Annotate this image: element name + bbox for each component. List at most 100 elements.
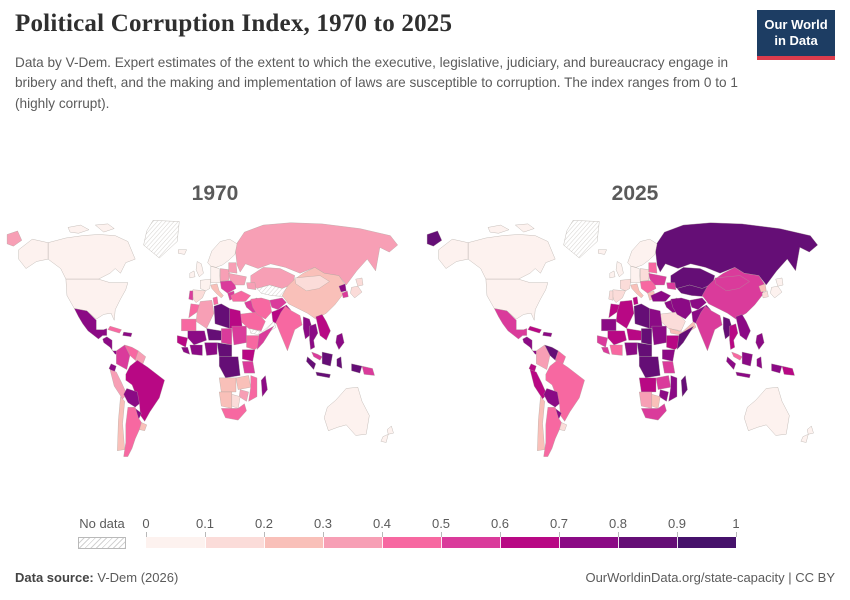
legend-bin[interactable] [264, 537, 323, 548]
map-region-uk[interactable] [195, 261, 204, 277]
map-region-argentina[interactable] [543, 407, 562, 457]
map-region-uruguay[interactable] [559, 422, 567, 431]
map-region-mali[interactable] [187, 330, 207, 346]
map-region-malaysia[interactable] [311, 351, 323, 361]
map-region-mauritania[interactable] [601, 318, 617, 332]
map-region-zimbabwe[interactable] [658, 389, 669, 402]
map-region-senegal-guinea[interactable] [177, 335, 188, 348]
map-region-mexico[interactable] [74, 308, 108, 340]
legend-bin[interactable] [559, 537, 618, 548]
map-region-dr-congo[interactable] [219, 356, 241, 379]
map-region-poland[interactable] [640, 268, 650, 282]
map-region-south-africa[interactable] [641, 403, 667, 421]
map-region-tanzania[interactable] [242, 361, 256, 374]
map-region-spain[interactable] [191, 289, 206, 303]
map-region-iran[interactable] [250, 297, 272, 320]
map-region-iceland[interactable] [178, 249, 187, 255]
map-region-libya[interactable] [633, 303, 650, 329]
map-region-uk[interactable] [615, 261, 624, 277]
map-region-namibia[interactable] [639, 391, 652, 409]
map-region-north-korea[interactable] [758, 283, 767, 293]
map-region-indonesia[interactable] [306, 351, 363, 379]
map-region-colombia[interactable] [536, 344, 551, 370]
map-region-australia[interactable] [324, 387, 370, 436]
map-region-chad[interactable] [641, 328, 652, 346]
map-region-botswana[interactable] [231, 394, 241, 409]
map-region-belarus-baltics[interactable] [648, 262, 658, 274]
map-region-russia[interactable] [6, 222, 398, 286]
map-region-new-zealand[interactable] [800, 425, 814, 443]
map-region-thailand[interactable] [309, 323, 319, 350]
map-region-botswana[interactable] [651, 394, 661, 409]
map-region-caucasus[interactable] [246, 282, 257, 290]
map-region-belarus-baltics[interactable] [228, 262, 238, 274]
map-region-kenya-uganda[interactable] [662, 349, 676, 362]
map-region-nigeria[interactable] [624, 342, 638, 356]
map-region-kenya-uganda[interactable] [242, 349, 256, 362]
map-region-somalia[interactable] [676, 325, 694, 350]
map-region-new-zealand[interactable] [380, 425, 394, 443]
map-region-france[interactable] [620, 278, 631, 292]
map-region-canada[interactable] [47, 223, 136, 280]
map-region-chile[interactable] [117, 396, 125, 451]
map-region-cameroon-car[interactable] [636, 342, 652, 357]
map-region-central-europe[interactable] [210, 266, 221, 283]
legend-bin[interactable] [441, 537, 500, 548]
map-region-iran[interactable] [670, 297, 692, 320]
map-region-mozambique[interactable] [248, 375, 258, 402]
map-region-central-america[interactable] [102, 336, 119, 355]
map-region-iceland[interactable] [598, 249, 607, 255]
world-map-2025[interactable] [425, 218, 845, 468]
map-region-cameroon-car[interactable] [216, 342, 232, 357]
map-region-ireland[interactable] [609, 270, 616, 279]
legend-bin[interactable] [146, 537, 205, 548]
map-region-south-africa[interactable] [221, 403, 247, 421]
legend-bin[interactable] [500, 537, 559, 548]
map-region-sierra-leone-liberia[interactable] [181, 347, 190, 355]
owid-link[interactable]: OurWorldinData.org/state-capacity [585, 570, 785, 585]
map-region-mongolia[interactable] [714, 275, 750, 292]
map-region-thailand[interactable] [729, 323, 739, 350]
map-region-scandinavia[interactable] [207, 238, 238, 268]
map-region-italy[interactable] [630, 283, 644, 299]
map-region-france[interactable] [200, 278, 211, 292]
map-region-angola[interactable] [219, 377, 237, 393]
map-region-chad[interactable] [221, 328, 232, 346]
map-region-greenland[interactable] [143, 220, 180, 259]
map-region-angola[interactable] [639, 377, 657, 393]
map-region-south-korea[interactable] [761, 290, 769, 299]
map-region-mozambique[interactable] [668, 375, 678, 402]
world-map-svg[interactable] [5, 218, 425, 466]
map-region-papua-new-guinea[interactable] [361, 365, 375, 376]
map-region-tunisia[interactable] [632, 296, 639, 306]
map-region-zambia[interactable] [235, 375, 251, 390]
map-region-mongolia[interactable] [294, 275, 330, 292]
map-region-ghana-ivory-coast[interactable] [189, 344, 203, 356]
map-region-yemen-oman[interactable] [669, 321, 697, 336]
map-region-portugal[interactable] [608, 290, 614, 301]
map-region-philippines[interactable] [755, 333, 765, 350]
map-region-niger[interactable] [206, 328, 222, 341]
map-region-central-america[interactable] [522, 336, 539, 355]
map-region-senegal-guinea[interactable] [597, 335, 608, 348]
map-region-greenland[interactable] [563, 220, 600, 259]
map-region-uruguay[interactable] [139, 422, 147, 431]
legend-bin[interactable] [205, 537, 264, 548]
map-region-mexico[interactable] [494, 308, 528, 340]
map-region-namibia[interactable] [219, 391, 232, 409]
map-region-hispaniola[interactable] [542, 331, 553, 337]
map-region-indochina[interactable] [735, 314, 751, 341]
map-region-madagascar[interactable] [681, 375, 688, 397]
map-region-egypt[interactable] [649, 308, 663, 329]
map-region-cuba[interactable] [527, 325, 542, 334]
map-region-zambia[interactable] [655, 375, 671, 390]
map-region-central-europe[interactable] [630, 266, 641, 283]
map-region-yemen-oman[interactable] [249, 321, 277, 336]
world-map-1970[interactable] [5, 218, 425, 468]
map-region-north-korea[interactable] [338, 283, 347, 293]
map-region-philippines[interactable] [335, 333, 345, 350]
map-region-canada[interactable] [467, 223, 556, 280]
map-region-nigeria[interactable] [204, 342, 218, 356]
world-map-svg[interactable] [425, 218, 845, 466]
map-region-afghanistan[interactable] [269, 297, 287, 310]
